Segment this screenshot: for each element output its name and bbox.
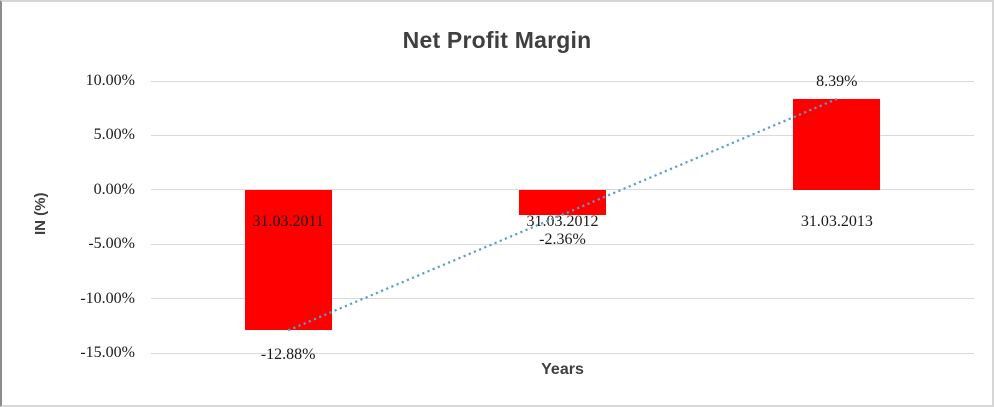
category-label: 31.03.2012 (526, 212, 599, 230)
y-tick-label: 5.00% (93, 126, 135, 144)
y-tick-label: -10.00% (80, 289, 135, 307)
gridline (151, 80, 974, 82)
bar (244, 189, 332, 330)
gridline (151, 243, 974, 245)
x-axis-title: Years (541, 361, 584, 378)
chart-title: Net Profit Margin (402, 27, 592, 53)
bar (793, 98, 881, 190)
data-label: 8.39% (816, 72, 858, 90)
y-tick-label: 10.00% (85, 72, 135, 89)
gridline (151, 352, 974, 354)
y-tick-label: -15.00% (80, 344, 135, 361)
gridline (151, 298, 974, 300)
gridline (151, 134, 974, 136)
trendline (287, 97, 838, 332)
plot-area: 31.03.2011 -12.88% 31.03.2012 -2.36% 31.03.2… (151, 73, 974, 363)
data-label: -12.88% (260, 345, 316, 363)
y-tick-label: 0.00% (93, 180, 135, 198)
y-tick-label: -5.00% (88, 235, 135, 253)
category-label: 31.03.2011 (252, 212, 324, 230)
category-label: 31.03.2013 (800, 212, 873, 230)
bar (519, 189, 606, 216)
trendline-svg (287, 97, 838, 332)
data-label: -2.36% (539, 231, 586, 249)
